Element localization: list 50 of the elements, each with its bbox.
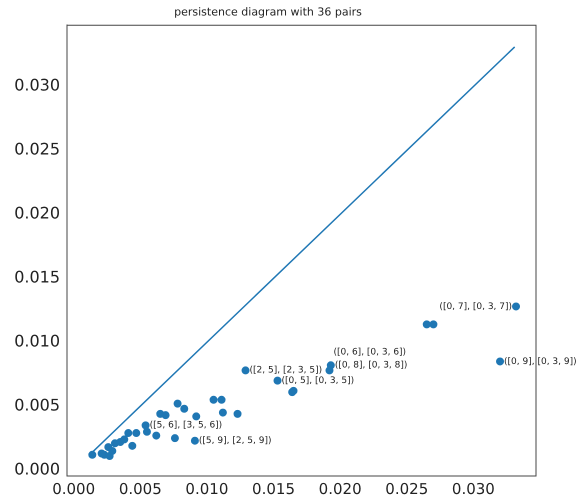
point xyxy=(124,429,132,438)
point xyxy=(132,429,140,438)
point xyxy=(142,421,150,430)
point xyxy=(234,410,242,418)
point xyxy=(218,396,226,404)
point xyxy=(120,435,128,444)
annotation: ([5, 9], [2, 5, 9]) xyxy=(198,436,272,446)
point xyxy=(108,446,116,455)
point xyxy=(210,396,218,404)
point xyxy=(174,400,182,408)
point xyxy=(242,366,250,374)
point xyxy=(98,450,106,458)
x-tick-label: 0.005 xyxy=(118,480,162,498)
annotation: ([0, 6], [0, 3, 6]) xyxy=(333,348,406,358)
point xyxy=(88,450,96,459)
x-tick-label: 0.000 xyxy=(52,480,96,498)
y-tick-label: 0.020 xyxy=(14,204,60,223)
point xyxy=(128,442,136,450)
point xyxy=(152,432,160,440)
point xyxy=(192,412,200,420)
point xyxy=(422,320,431,328)
x-tick-label: 0.015 xyxy=(252,480,295,498)
point xyxy=(429,320,438,328)
point xyxy=(170,434,179,442)
x-tick-label: 0.020 xyxy=(318,480,362,498)
y-tick-label: 0.010 xyxy=(14,331,60,350)
annotation: ([0, 8], [0, 3, 8]) xyxy=(334,360,408,371)
point xyxy=(142,428,151,436)
point xyxy=(325,366,334,374)
x-tick-label: 0.025 xyxy=(385,480,428,498)
y-tick-label: 0.005 xyxy=(14,395,60,414)
y-tick-label: 0.000 xyxy=(14,459,60,478)
point xyxy=(496,357,504,366)
point xyxy=(180,404,188,413)
annotation: ([0, 5], [0, 3, 5]) xyxy=(282,376,354,386)
chart-title: persistence diagram with 36 pairs xyxy=(174,5,362,18)
annotation: ([5, 6], [3, 5, 6]) xyxy=(150,420,222,431)
point xyxy=(218,408,227,417)
x-tick-label: 0.010 xyxy=(185,480,228,498)
point xyxy=(162,411,170,420)
annotation: ([2, 5], [2, 3, 5]) xyxy=(250,366,322,376)
x-tick-label: 0.030 xyxy=(452,480,495,498)
point xyxy=(274,376,282,385)
point xyxy=(512,302,520,310)
y-tick-label: 0.015 xyxy=(14,268,60,286)
annotation: ([0, 9], [0, 3, 9]) xyxy=(504,356,577,367)
annotation: ([0, 7], [0, 3, 7]) xyxy=(439,302,512,312)
point xyxy=(190,436,199,445)
y-tick-label: 0.030 xyxy=(14,76,60,95)
y-tick-label: 0.025 xyxy=(14,140,60,159)
